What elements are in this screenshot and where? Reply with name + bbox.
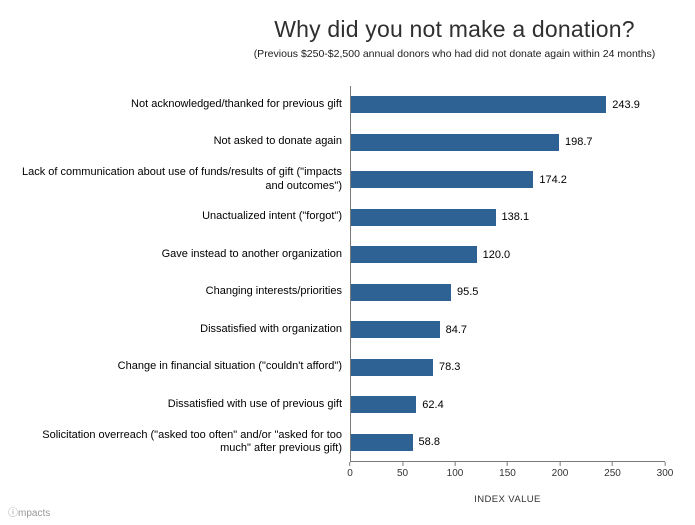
page-title: Why did you not make a donation?	[274, 16, 635, 42]
value-label: 120.0	[482, 248, 511, 261]
value-label: 84.7	[445, 323, 468, 336]
bar	[351, 133, 559, 151]
bar	[351, 321, 440, 339]
tick-label: 100	[446, 468, 464, 479]
axis-tick: 50	[397, 462, 408, 479]
category-label: Not asked to donate again	[213, 135, 342, 148]
bar	[351, 96, 607, 114]
bar-row: Lack of communication about use of funds…	[12, 161, 665, 199]
bar-track: 95.5	[350, 273, 665, 311]
bar-track: 138.1	[350, 198, 665, 236]
bar-row: Dissatisfied with organization 84.7	[12, 311, 665, 349]
chart-subtitle: (Previous $250-$2,500 annual donors who …	[253, 48, 656, 60]
bar-row: Gave instead to another organization 120.…	[12, 236, 665, 274]
axis-tick: 200	[551, 462, 569, 479]
tick-mark	[349, 462, 351, 466]
category-label: Not acknowledged/thanked for previous gi…	[131, 97, 342, 110]
axis-tick: 0	[347, 462, 353, 479]
tick-mark	[507, 462, 508, 466]
axis-tick: 250	[604, 462, 621, 479]
x-axis: 0 50 100 150 200 250 300	[347, 461, 673, 482]
bar-rows: Not acknowledged/thanked for previous gi…	[12, 86, 665, 461]
axis-tick: 100	[446, 462, 464, 479]
value-label: 62.4	[422, 398, 444, 411]
tick-label: 200	[551, 468, 569, 479]
tick-mark	[664, 462, 666, 466]
bar-row: Unactualized intent ("forgot") 138.1	[12, 198, 665, 236]
category-label: Dissatisfied with organization	[200, 322, 342, 335]
bar-row: Dissatisfied with use of previous gift 62…	[12, 386, 665, 424]
bar	[351, 246, 477, 264]
bar-chart: Not acknowledged/thanked for previous gi…	[12, 86, 673, 505]
value-label: 58.8	[418, 436, 440, 449]
tick-label: 250	[604, 468, 621, 479]
axis-tick: 150	[499, 462, 516, 479]
category-label: Dissatisfied with use of previous gift	[167, 397, 342, 410]
bar-track: 78.3	[350, 348, 665, 386]
category-label: Gave instead to another organization	[161, 247, 342, 260]
category-label: Unactualized intent ("forgot")	[202, 210, 342, 223]
logo: ⓘmpacts	[8, 508, 51, 519]
chart-header: Why did you not make a donation? (Previo…	[222, 16, 687, 60]
bar-track: 174.2	[350, 161, 665, 199]
bar-row: Change in financial situation ("couldn't…	[12, 348, 665, 386]
bar-track: 243.9	[350, 86, 665, 124]
bar-track: 120.0	[350, 236, 665, 274]
tick-mark	[559, 462, 561, 466]
value-label: 243.9	[612, 98, 640, 111]
bar	[351, 208, 496, 226]
bar-track: 58.8	[350, 423, 665, 461]
bar	[351, 171, 534, 189]
value-label: 95.5	[456, 286, 479, 299]
category-label: Solicitation overreach ("asked too often…	[42, 428, 342, 455]
x-axis-label: INDEX VALUE	[474, 494, 541, 505]
bar-track: 84.7	[350, 311, 665, 349]
tick-label: 150	[499, 468, 516, 479]
value-label: 138.1	[501, 211, 530, 224]
bar	[351, 396, 417, 414]
category-label: Changing interests/priorities	[205, 285, 342, 298]
axis-tick: 300	[656, 462, 674, 479]
tick-mark	[454, 462, 456, 466]
bar-row: Not asked to donate again 198.7	[12, 123, 665, 161]
value-label: 78.3	[438, 361, 461, 374]
value-label: 174.2	[539, 173, 567, 186]
bar	[351, 358, 433, 376]
tick-label: 0	[347, 468, 353, 479]
bar-row: Changing interests/priorities 95.5	[12, 273, 665, 311]
tick-label: 300	[656, 468, 674, 479]
bar	[351, 433, 413, 451]
bar	[351, 283, 451, 301]
tick-mark	[402, 462, 403, 466]
bar-row: Solicitation overreach ("asked too often…	[12, 423, 665, 461]
bar-row: Not acknowledged/thanked for previous gi…	[12, 86, 665, 124]
tick-mark	[612, 462, 613, 466]
bar-track: 62.4	[350, 386, 665, 424]
category-label: Lack of communication about use of funds…	[21, 166, 342, 192]
value-label: 198.7	[564, 136, 593, 149]
category-label: Change in financial situation ("couldn't…	[117, 360, 342, 373]
tick-label: 50	[396, 468, 409, 479]
bar-track: 198.7	[350, 123, 665, 161]
